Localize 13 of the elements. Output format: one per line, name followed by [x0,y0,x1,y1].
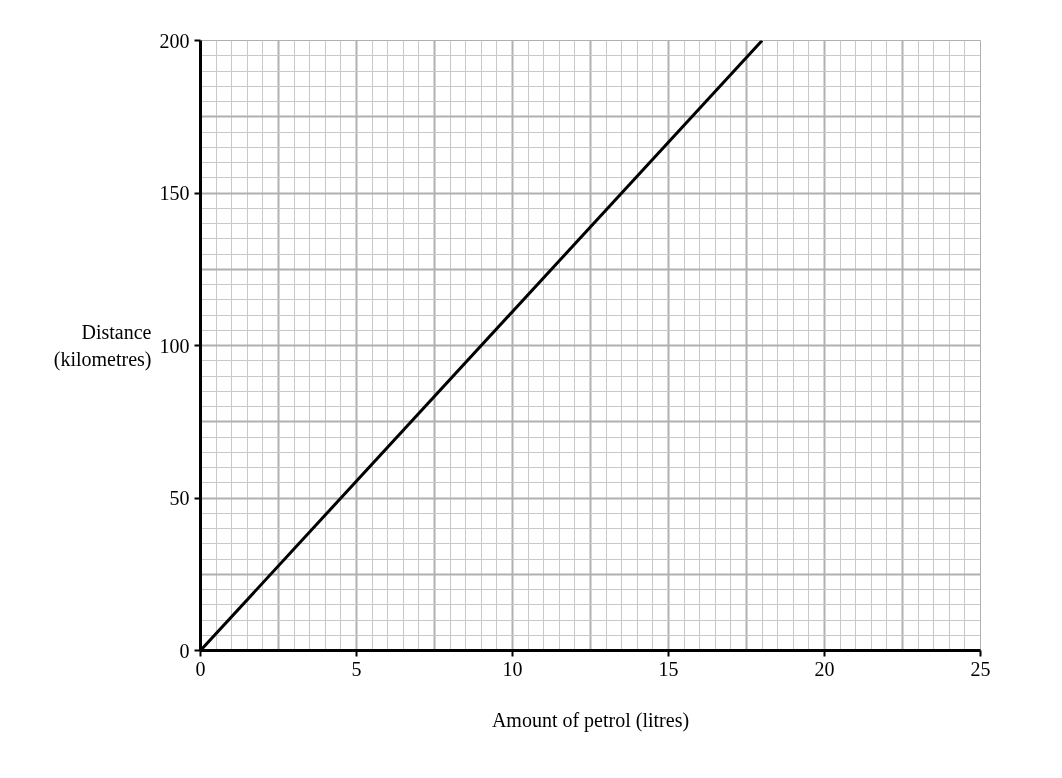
y-tick-label: 0 [179,639,190,662]
x-tick-label: 10 [502,657,523,680]
y-axis-title: Distance (kilometres) [53,321,152,371]
x-tick-label: 25 [970,657,991,680]
y-tick-label: 150 [159,182,190,204]
x-tick-label: 0 [195,657,206,680]
y-tick-label: 100 [159,334,190,357]
y-tick-label: 50 [169,487,190,509]
x-tick-label: 15 [658,657,679,680]
x-tick-label: 5 [351,657,362,680]
x-tick-label: 20 [814,657,835,680]
x-axis-title: Amount of petrol (litres) [491,708,690,732]
y-tick-label: 200 [159,29,190,52]
